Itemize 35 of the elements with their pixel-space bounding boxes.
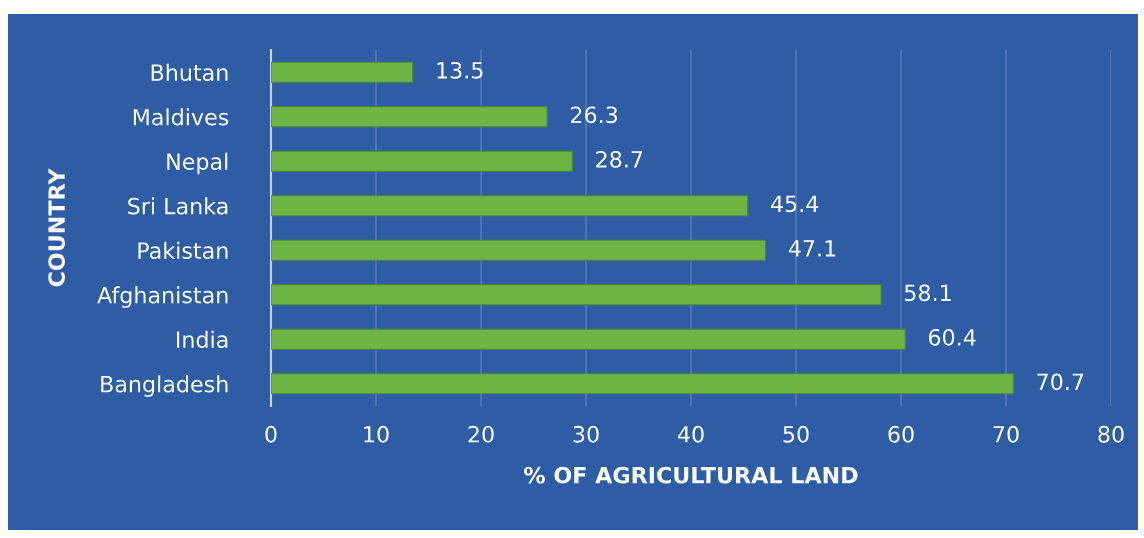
y-tick-label: Nepal xyxy=(167,152,228,175)
x-tick-label: 80 xyxy=(1098,425,1124,443)
x-tick-label: 10 xyxy=(364,425,389,443)
bar xyxy=(271,328,906,350)
data-label: 60.4 xyxy=(928,328,976,346)
data-label: 47.1 xyxy=(788,240,836,257)
data-label: 26.3 xyxy=(571,106,618,124)
bar xyxy=(271,150,573,172)
bar xyxy=(271,106,548,128)
bar xyxy=(271,61,414,83)
y-tick-label: Afghanistan xyxy=(97,286,228,308)
bar xyxy=(271,284,882,306)
x-tick-label: 50 xyxy=(783,425,809,443)
bar xyxy=(271,373,1014,395)
y-tick-label: Bangladesh xyxy=(101,375,228,397)
bar xyxy=(271,239,767,261)
x-tick-label: 40 xyxy=(677,425,704,443)
data-label: 70.7 xyxy=(1037,373,1084,391)
data-label: 58.1 xyxy=(904,284,951,302)
x-tick-label: 70 xyxy=(993,425,1019,443)
x-tick-label: 20 xyxy=(468,425,494,443)
x-tick-label: 0 xyxy=(265,425,277,443)
x-axis-title: % OF AGRICULTURAL LAND xyxy=(524,466,858,484)
y-tick-label: Maldives xyxy=(133,108,229,126)
x-tick-label: 60 xyxy=(888,425,914,443)
y-tick-label: Sri Lanka xyxy=(128,197,228,215)
data-label: 13.5 xyxy=(437,61,483,79)
y-tick-label: Bhutan xyxy=(151,63,228,82)
y-axis-title: COUNTRY xyxy=(48,168,65,287)
x-tick-label: 30 xyxy=(573,425,599,443)
data-label: 45.4 xyxy=(771,195,819,213)
y-tick-label: India xyxy=(176,330,228,349)
y-tick-label: Pakistan xyxy=(138,241,228,260)
bar xyxy=(271,195,749,217)
data-label: 28.7 xyxy=(596,150,643,168)
